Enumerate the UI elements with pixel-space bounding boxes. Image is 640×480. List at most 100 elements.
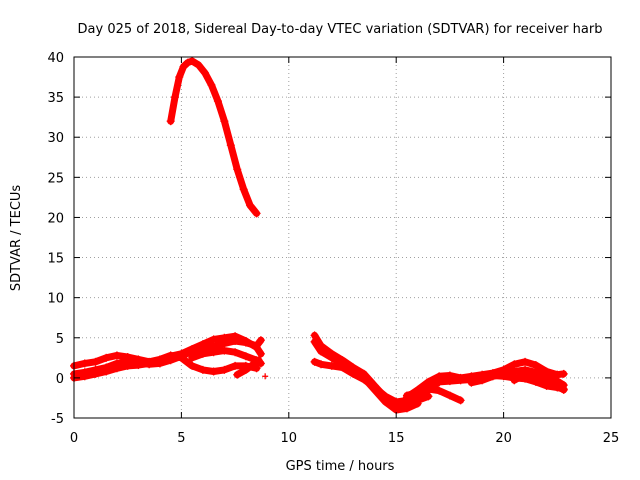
plot-frame [73,56,612,419]
x-axis-label: GPS time / hours [286,459,395,474]
data-point [102,367,111,376]
data-point [327,361,336,370]
data-point [248,361,257,370]
y-tick-label: 25 [47,171,64,186]
data-point [209,348,218,357]
x-tick-label: 10 [281,431,298,446]
data-point [424,385,433,394]
axis-ticks: 0 5 10 15 20 25 -5 0 5 10 15 20 25 30 35 40 [47,51,619,446]
series-late-h [510,370,568,394]
outlier-point [262,373,269,380]
data-point [220,365,229,374]
data-point [220,117,229,126]
data-point [123,361,132,370]
data-point [201,69,210,78]
data-point [226,141,235,150]
data-point [456,376,465,385]
data-point [413,385,422,394]
data-point [166,117,175,126]
data-point [233,370,242,379]
data-point [349,369,358,378]
data-point [381,392,390,401]
data-point [155,356,164,365]
data-point [510,360,519,369]
series-late-g [467,366,568,389]
data-point [553,381,562,390]
data-point [102,353,111,362]
data-point [435,386,444,395]
data-point [179,62,188,71]
data-point [231,332,240,341]
data-point [166,352,175,361]
chart-title: Day 025 of 2018, Sidereal Day-to-day VTE… [78,22,603,37]
data-point [254,356,263,365]
data-point [256,336,265,345]
data-point [413,396,422,405]
series-late-c [311,358,422,406]
data-point [310,357,319,366]
data-point [392,397,401,406]
x-tick-label: 0 [70,431,78,446]
data-point [220,333,229,342]
data-point [231,361,240,370]
data-point [239,185,248,194]
x-tick-label: 5 [177,431,185,446]
y-tick-label: 30 [47,131,64,146]
data-point [467,378,476,387]
data-point [252,209,261,218]
y-tick-label: 5 [56,332,64,347]
data-point [510,367,519,376]
data-point [241,352,250,361]
data-point [209,335,218,344]
data-point [424,377,433,386]
data-point [370,383,379,392]
data-point [170,93,179,102]
data-point [220,346,229,355]
y-tick-label: 40 [47,51,64,66]
data-point [252,343,261,352]
x-tick-label: 15 [388,431,405,446]
data-point [445,391,454,400]
data-point [188,345,197,354]
y-tick-label: 20 [47,211,64,226]
data-point [338,363,347,372]
data-point [241,365,250,374]
data-point [209,367,218,376]
data-point [359,375,368,384]
data-point [177,349,186,358]
data-point [134,361,143,370]
data-point [80,372,89,381]
data-point [241,336,250,345]
data-point [188,361,197,370]
x-tick-label: 25 [603,431,620,446]
data-point [456,396,465,405]
data-point [499,369,508,378]
data-point [188,57,197,66]
data-point [91,369,100,378]
data-point [207,81,216,90]
data-point [445,377,454,386]
data-point [145,359,154,368]
data-point [402,404,411,413]
data-point [317,360,326,369]
data-point [559,369,568,378]
y-tick-label: 35 [47,91,64,106]
x-tick-label: 20 [495,431,512,446]
data-point [435,377,444,386]
y-axis-label: SDTVAR / TECUs [9,185,24,292]
data-point [112,364,121,373]
data-point [256,349,265,358]
data-point [213,97,222,106]
data-point [91,357,100,366]
data-point [188,353,197,362]
data-point [510,376,519,385]
y-tick-label: 10 [47,292,64,307]
data-point [559,385,568,394]
data-series [70,57,568,414]
y-tick-label: 15 [47,252,64,267]
data-point [175,73,184,82]
data-point [317,347,326,356]
data-point [531,361,540,370]
data-point [542,377,551,386]
